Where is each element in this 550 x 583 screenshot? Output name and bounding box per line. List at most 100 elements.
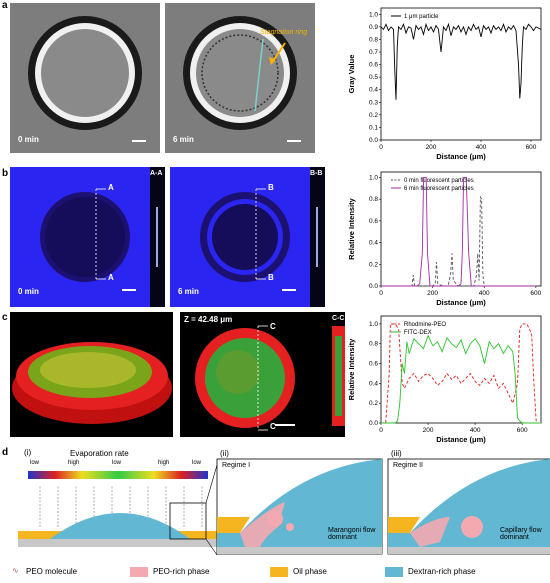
x-tick-label: 200 — [423, 427, 434, 434]
legend-label: Rhodmine-PEO — [404, 322, 446, 328]
chart-relative-intensity-phases: 0 200 400 600 0.0 0.2 0.4 0.6 0.8 1.0 Distance (μm… — [345, 310, 547, 445]
y-axis-label: Relative Intensity — [347, 197, 356, 260]
confocal-3d-image — [10, 312, 173, 437]
x-tick-label: 400 — [479, 290, 490, 297]
confocal-section-image: Z = 42.48 μm C-C C C — [180, 312, 345, 437]
confocal-3d-drawing — [12, 342, 172, 424]
section-marker-bottom: A — [108, 273, 114, 282]
y-tick-label: 0.2 — [369, 400, 378, 407]
schematic-section: (i) Evaporation rate low high low high l… — [10, 447, 550, 557]
capillary-flow-label: Capillary flow dominant — [500, 527, 542, 541]
legend-label: FITC-DEX — [404, 330, 432, 336]
section-marker-bottom: B — [268, 273, 274, 282]
y-tick-label: 0.6 — [369, 218, 378, 225]
x-tick-label: 600 — [517, 427, 528, 434]
y-tick-label: 1.0 — [369, 11, 378, 18]
x-tick-label: 200 — [426, 144, 437, 151]
fluorescence-6min-drawing — [200, 167, 325, 307]
series-line-0 — [380, 22, 542, 100]
x-axis-label: Distance (μm) — [436, 298, 486, 307]
peo-molecule-icon: ∿ — [12, 566, 19, 575]
stagnation-ring-annotation: Stagnation ring — [260, 29, 308, 36]
oil-swatch — [270, 567, 288, 577]
y-tick-label: 0.9 — [369, 24, 378, 31]
chart-relative-intensity-particles: 0 200 400 600 0.0 0.2 0.4 0.6 0.8 1.0 Distance (μm… — [345, 166, 547, 308]
x-tick-label: 600 — [530, 290, 541, 297]
scale-low: low — [30, 460, 40, 466]
droplet-image-0min: 0 min — [10, 3, 160, 153]
plot-frame — [380, 171, 542, 287]
subfigure-label-i: (i) — [24, 448, 32, 457]
legend-label: 0 min fluorescent particles — [404, 178, 474, 184]
series-line-1 — [381, 334, 541, 424]
subfigure-label-iii: (iii) — [391, 449, 402, 458]
section-label: A-A — [150, 170, 163, 177]
legend-label: 6 min fluorescent particles — [404, 186, 474, 192]
y-tick-label: 0.0 — [369, 420, 378, 427]
y-tick-label: 0.4 — [369, 87, 378, 94]
y-tick-label: 0.0 — [369, 137, 378, 144]
legend-dextran-rich-phase: Dextran-rich phase — [408, 567, 476, 576]
legend: ∿ PEO molecule PEO-rich phase Oil phase … — [10, 566, 550, 580]
droplet-image-6min: Stagnation ring 6 min — [165, 3, 315, 153]
y-tick-label: 0.8 — [369, 341, 378, 348]
section-label: C-C — [332, 315, 345, 322]
legend-peo-molecule: PEO molecule — [26, 567, 78, 576]
x-tick-label: 0 — [379, 290, 383, 297]
marangoni-flow-label: Marangoni flow dominant — [328, 527, 376, 541]
droplet-6min-drawing — [183, 16, 301, 142]
schematic-drawing — [18, 458, 550, 556]
chart-svg: 0 200 400 600 0.0 0.2 0.4 0.6 0.8 1.0 Distance (μm… — [347, 315, 542, 444]
y-tick-label: 0.6 — [369, 361, 378, 368]
section-marker-top: B — [268, 183, 274, 192]
time-label: 0 min — [18, 135, 39, 144]
legend-label: 1 μm particle — [404, 14, 439, 20]
scale-high: high — [68, 460, 80, 466]
fluorescence-0min-drawing — [40, 167, 165, 307]
scale-high: high — [158, 460, 170, 466]
section-marker-top: A — [108, 183, 114, 192]
x-tick-label: 0 — [379, 427, 383, 434]
y-axis-label: Gray Value — [347, 55, 356, 94]
panel-label-a: a — [2, 0, 8, 11]
x-axis-label: Distance (μm) — [436, 435, 486, 444]
y-tick-label: 0.8 — [369, 196, 378, 203]
fluorescence-image-6min: B B B-B 6 min — [170, 167, 325, 307]
x-tick-label: 400 — [470, 427, 481, 434]
y-tick-label: 1.0 — [369, 174, 378, 181]
plot-frame — [380, 315, 542, 424]
section-marker-bottom: C — [270, 422, 276, 431]
time-label: 0 min — [18, 287, 39, 296]
y-tick-label: 0.3 — [369, 99, 378, 106]
chart-svg: 0 200 400 600 0.0 0.1 0.2 0.3 0.4 0.5 0.6 0.7 0.8 0.9… — [347, 7, 542, 161]
fluorescence-image-0min: A A A-A 0 min — [10, 167, 165, 307]
confocal-section-drawing — [195, 325, 345, 431]
x-tick-label: 400 — [476, 144, 487, 151]
y-axis-label: Relative Intensity — [347, 338, 356, 401]
evaporation-title: Evaporation rate — [70, 449, 129, 458]
y-tick-label: 0.2 — [369, 261, 378, 268]
panel-label-b: b — [2, 168, 9, 179]
plot-frame — [380, 7, 542, 141]
panel-label-c: c — [2, 312, 8, 323]
peo-rich-swatch — [130, 567, 148, 577]
y-tick-label: 0.7 — [369, 49, 378, 56]
series-line-0 — [381, 323, 541, 424]
chart-svg: 0 200 400 600 0.0 0.2 0.4 0.6 0.8 1.0 Distance (μm… — [347, 171, 542, 307]
subfigure-label-ii: (ii) — [220, 449, 229, 458]
time-label: 6 min — [173, 135, 194, 144]
evaporation-scale: low high low high low — [30, 460, 205, 469]
y-tick-label: 0.4 — [369, 380, 378, 387]
y-tick-label: 0.0 — [369, 283, 378, 290]
droplet-0min-drawing — [28, 16, 146, 142]
x-axis-label: Distance (μm) — [436, 152, 486, 161]
z-depth-label: Z = 42.48 μm — [184, 315, 233, 324]
series-line-0 — [381, 195, 536, 287]
chart-gray-value: 0 200 400 600 0.0 0.1 0.2 0.3 0.4 0.5 0.6 0.7 0.8 0.9… — [345, 2, 547, 162]
y-tick-label: 1.0 — [369, 321, 378, 328]
section-label: B-B — [310, 170, 323, 177]
regime-2-label: Regime II — [393, 462, 423, 469]
legend-oil-phase: Oil phase — [293, 567, 327, 576]
dextran-swatch — [385, 567, 403, 577]
x-tick-label: 600 — [526, 144, 537, 151]
